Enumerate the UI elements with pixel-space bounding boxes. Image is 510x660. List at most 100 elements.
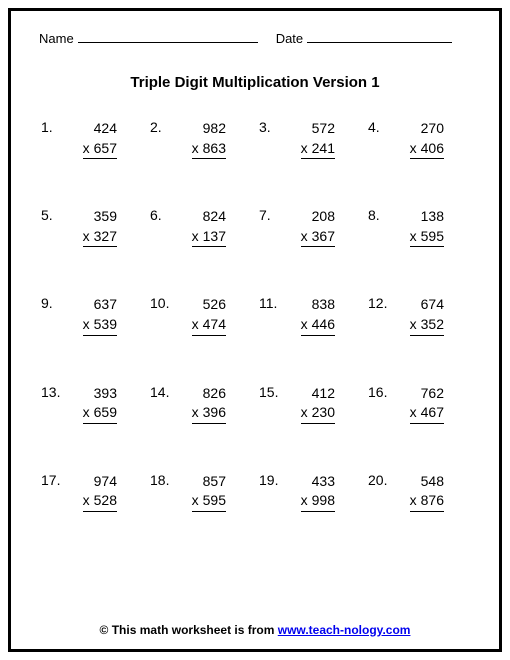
problems-grid: 1.424x6572.982x8633.572x2414.270x4065.35… [39, 119, 471, 512]
multiply-sign: x [192, 227, 199, 247]
multiplier-row: x863 [192, 139, 226, 160]
problem-number: 5. [41, 207, 67, 247]
multiplier: 406 [421, 139, 444, 159]
multiply-sign: x [410, 491, 417, 511]
multiply-sign: x [410, 139, 417, 159]
multiplicand: 393 [94, 384, 117, 404]
problem-values: 982x863 [176, 119, 226, 159]
date-blank[interactable] [307, 29, 452, 43]
problem: 15. 412x230 [259, 384, 360, 424]
problem-number: 3. [259, 119, 285, 159]
multiplier: 528 [94, 491, 117, 511]
problem-number: 18. [150, 472, 176, 512]
problem-values: 359x327 [67, 207, 117, 247]
multiply-sign: x [192, 139, 199, 159]
multiply-sign: x [301, 491, 308, 511]
problem-number: 9. [41, 295, 67, 335]
multiplier: 474 [203, 315, 226, 335]
problem-values: 826x396 [176, 384, 226, 424]
multiply-sign: x [301, 227, 308, 247]
problem: 13.393x659 [41, 384, 142, 424]
multiplicand: 838 [312, 295, 335, 315]
multiplier: 467 [421, 403, 444, 423]
problem-number: 6. [150, 207, 176, 247]
multiplier: 539 [94, 315, 117, 335]
problem: 20.548x876 [368, 472, 469, 512]
multiplicand: 637 [94, 295, 117, 315]
problem-number: 2. [150, 119, 176, 159]
problem-number: 4. [368, 119, 394, 159]
header-line: Name Date [39, 29, 471, 46]
multiplier-row: x327 [83, 227, 117, 248]
problem: 19.433x998 [259, 472, 360, 512]
multiplier: 659 [94, 403, 117, 423]
problem: 11.838x446 [259, 295, 360, 335]
problem: 9.637x539 [41, 295, 142, 335]
multiplier: 367 [312, 227, 335, 247]
multiplicand: 433 [312, 472, 335, 492]
problem: 17.974x528 [41, 472, 142, 512]
multiplier-row: x474 [192, 315, 226, 336]
problem-number: 11. [259, 295, 285, 335]
problem-values: 548x876 [394, 472, 444, 512]
date-field: Date [276, 29, 452, 46]
multiplier-row: x230 [301, 403, 335, 424]
multiplicand: 359 [94, 207, 117, 227]
multiply-sign: x [410, 227, 417, 247]
multiplicand: 762 [421, 384, 444, 404]
multiplier: 137 [203, 227, 226, 247]
problem-values: 857x595 [176, 472, 226, 512]
multiplier: 876 [421, 491, 444, 511]
date-label: Date [276, 31, 303, 46]
problem: 16.762x467 [368, 384, 469, 424]
problem: 18.857x595 [150, 472, 251, 512]
multiply-sign: x [301, 139, 308, 159]
problem-number: 12. [368, 295, 394, 335]
multiplier-row: x539 [83, 315, 117, 336]
multiplicand: 824 [203, 207, 226, 227]
multiplicand: 572 [312, 119, 335, 139]
multiplier: 241 [312, 139, 335, 159]
problem-values: 433x998 [285, 472, 335, 512]
problem: 3.572x241 [259, 119, 360, 159]
multiply-sign: x [301, 403, 308, 423]
multiplier-row: x352 [410, 315, 444, 336]
problem-values: 838x446 [285, 295, 335, 335]
problem: 4.270x406 [368, 119, 469, 159]
multiplicand: 412 [312, 384, 335, 404]
multiplier: 230 [312, 403, 335, 423]
problem-number: 10. [150, 295, 176, 335]
footer-prefix: © This math worksheet is from [100, 623, 278, 637]
problem: 14.826x396 [150, 384, 251, 424]
worksheet-title: Triple Digit Multiplication Version 1 [39, 74, 471, 91]
multiplicand: 982 [203, 119, 226, 139]
footer-link[interactable]: www.teach-nology.com [278, 623, 411, 637]
multiply-sign: x [83, 227, 90, 247]
problem-number: 15. [259, 384, 285, 424]
problem: 2.982x863 [150, 119, 251, 159]
multiply-sign: x [192, 315, 199, 335]
name-field: Name [39, 29, 258, 46]
multiplier-row: x595 [192, 491, 226, 512]
problem-values: 824x137 [176, 207, 226, 247]
multiply-sign: x [410, 403, 417, 423]
multiplier: 595 [421, 227, 444, 247]
multiply-sign: x [83, 315, 90, 335]
problem-values: 270x406 [394, 119, 444, 159]
problem: 8.138x595 [368, 207, 469, 247]
multiplier-row: x595 [410, 227, 444, 248]
worksheet-page: Name Date Triple Digit Multiplication Ve… [8, 8, 502, 652]
name-blank[interactable] [78, 29, 258, 43]
problem-values: 572x241 [285, 119, 335, 159]
multiplier: 446 [312, 315, 335, 335]
problem-values: 637x539 [67, 295, 117, 335]
multiplicand: 424 [94, 119, 117, 139]
multiplier-row: x528 [83, 491, 117, 512]
multiplier: 998 [312, 491, 335, 511]
problem-number: 1. [41, 119, 67, 159]
problem-number: 8. [368, 207, 394, 247]
multiply-sign: x [83, 491, 90, 511]
problem-values: 974x528 [67, 472, 117, 512]
problem-number: 13. [41, 384, 67, 424]
multiply-sign: x [192, 491, 199, 511]
